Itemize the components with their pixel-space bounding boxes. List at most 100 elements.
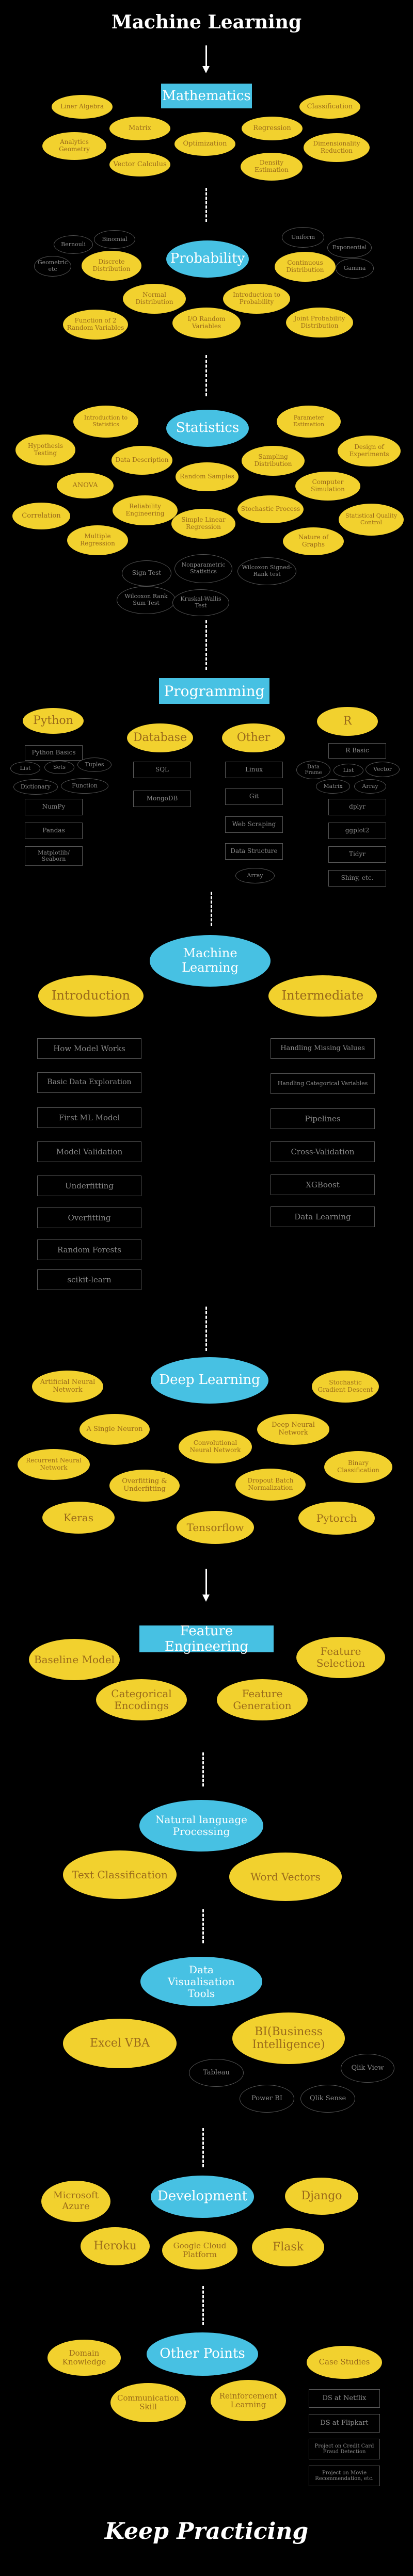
other-box: DS at Flipkart — [309, 2414, 380, 2433]
viz-item: Excel VBA — [63, 2019, 177, 2068]
stats-dark-item: Wilcoxon Rank Sum Test — [117, 586, 176, 614]
prob-dark-item: Gamma — [336, 258, 374, 279]
viz-dark-item: Tableau — [189, 2059, 244, 2087]
stats-item: ANOVA — [57, 473, 114, 498]
ml-intro-item: scikit-learn — [37, 1269, 141, 1290]
prob-item: Introduction to Probability — [223, 284, 290, 314]
stats-item: Correlation — [12, 503, 70, 529]
r-item: Data Frame — [296, 761, 330, 779]
math-item: Dimensionality Reduction — [304, 133, 370, 162]
stats-item: Parameter Estimation — [277, 406, 341, 438]
r-node: R — [317, 707, 378, 736]
programming-header: Programming — [159, 678, 269, 704]
data-viz-node: Data Visualisation Tools — [140, 1957, 262, 2006]
stats-item: Sampling Distribution — [242, 446, 305, 476]
statistics-node: Statistics — [166, 410, 249, 447]
stats-dark-item: Kruskal-Wallis Test — [172, 589, 229, 616]
dashed-connector — [202, 1909, 204, 1943]
stats-item: Introduction to Statistics — [73, 406, 138, 438]
python-item: Dictionary — [13, 779, 58, 795]
dl-item: Stochastic Gradient Descent — [312, 1371, 379, 1403]
ml-inter-item: Cross-Validation — [271, 1141, 375, 1162]
prob-item: Function of 2 Random Variables — [63, 310, 128, 340]
dev-item: Microsoft Azure — [41, 2181, 110, 2222]
ml-intro-item: Basic Data Exploration — [37, 1072, 141, 1093]
r-item: Matrix — [316, 779, 350, 794]
prob-dark-item: Binomial — [94, 230, 135, 249]
arrow-connector — [202, 45, 210, 73]
stats-dark-item: Sign Test — [122, 560, 171, 586]
probability-node: Probability — [166, 240, 249, 278]
python-item: List — [10, 762, 40, 775]
math-item: Regression — [242, 117, 303, 140]
other-item: Data Structure — [225, 843, 283, 860]
arrow-connector — [202, 1569, 210, 1602]
other-node: Other — [222, 723, 285, 752]
python-node: Python — [23, 708, 84, 734]
dev-item: Heroku — [81, 2227, 150, 2265]
r-item: List — [333, 764, 363, 777]
stats-dark-item: Nonparametric Statistics — [174, 554, 232, 583]
other-item: Web Scraping — [225, 816, 283, 833]
ml-intro-item: Underfitting — [37, 1176, 141, 1196]
math-item: Classification — [299, 95, 360, 119]
viz-item: BI(Business Intelligence) — [232, 2013, 345, 2064]
r-item: Array — [354, 779, 386, 794]
ml-inter-item: Data Learning — [271, 1206, 375, 1227]
math-item: Matrix — [109, 117, 170, 140]
development-node: Development — [151, 2176, 254, 2218]
dashed-connector — [202, 1752, 204, 1786]
stats-item: Stochastic Process — [237, 495, 304, 523]
stats-dark-item: Wilcoxon Signed-Rank test — [237, 557, 296, 585]
python-item: Tuples — [77, 758, 112, 772]
dl-item: Dropout Batch Normalization — [235, 1469, 306, 1501]
ml-inter-item: Handling Categorical Variables — [271, 1073, 375, 1094]
fe-item: Categorical Encodings — [96, 1679, 187, 1720]
stats-item: Random Samples — [176, 462, 239, 491]
ml-intro-item: Overfitting — [37, 1208, 141, 1228]
footer-title: Keep Practicing — [104, 2518, 309, 2545]
other-item: Array — [235, 868, 275, 883]
python-item: Sets — [44, 761, 74, 774]
fe-item: Feature Generation — [217, 1679, 308, 1720]
ml-intro-item: How Model Works — [37, 1038, 141, 1059]
math-header: Mathematics — [161, 84, 252, 108]
dashed-connector — [205, 355, 207, 396]
dl-item: Recurrent Neural Network — [18, 1449, 90, 1480]
database-item: MongoDB — [133, 791, 191, 807]
stats-item: Hypothesis Testing — [15, 434, 75, 465]
database-node: Database — [127, 723, 193, 752]
dl-item: Overfitting & Underfitting — [109, 1470, 180, 1502]
ml-intro-item: Random Forests — [37, 1239, 141, 1260]
math-item: Vector Calculus — [109, 153, 170, 176]
deep-learning-node: Deep Learning — [151, 1357, 268, 1404]
dashed-connector — [202, 2286, 204, 2325]
prob-dark-item: Geometric etc — [34, 256, 71, 277]
fe-item: Baseline Model — [29, 1639, 120, 1680]
dashed-connector — [205, 188, 207, 222]
dl-item: Artificial Neural Network — [32, 1371, 103, 1403]
other-item: Reinforcement Learning — [211, 2380, 286, 2421]
other-box: Project on Credit Card Fraud Detection — [309, 2439, 380, 2459]
ml-intro-node: Introduction — [38, 975, 144, 1017]
stats-item: Statistical Quality Control — [339, 504, 404, 536]
ml-inter-item: XGBoost — [271, 1174, 375, 1195]
r-item: dplyr — [328, 799, 386, 815]
stats-item: Computer Simulation — [295, 472, 360, 501]
other-box: DS at Netflix — [309, 2389, 380, 2408]
ml-inter-item: Pipelines — [271, 1108, 375, 1129]
dl-item: A Single Neuron — [80, 1414, 150, 1445]
prob-dark-item: Bernouli — [54, 235, 93, 254]
page-title: Machine Learning — [111, 11, 302, 33]
stats-item: Reliability Engineering — [113, 495, 178, 525]
ml-intro-item: Model Validation — [37, 1141, 141, 1162]
math-item: Density Estimation — [241, 153, 303, 181]
feature-engineering-header: Feature Engineering — [139, 1623, 274, 1654]
dev-item: Flask — [252, 2228, 324, 2266]
prob-item: I/O Random Variables — [172, 308, 241, 339]
math-item: Liner Algebra — [52, 95, 113, 119]
prob-item: Normal Distribution — [123, 284, 186, 314]
prob-item: Discrete Distribution — [82, 251, 141, 281]
math-item: Analytics Geometry — [42, 132, 106, 160]
